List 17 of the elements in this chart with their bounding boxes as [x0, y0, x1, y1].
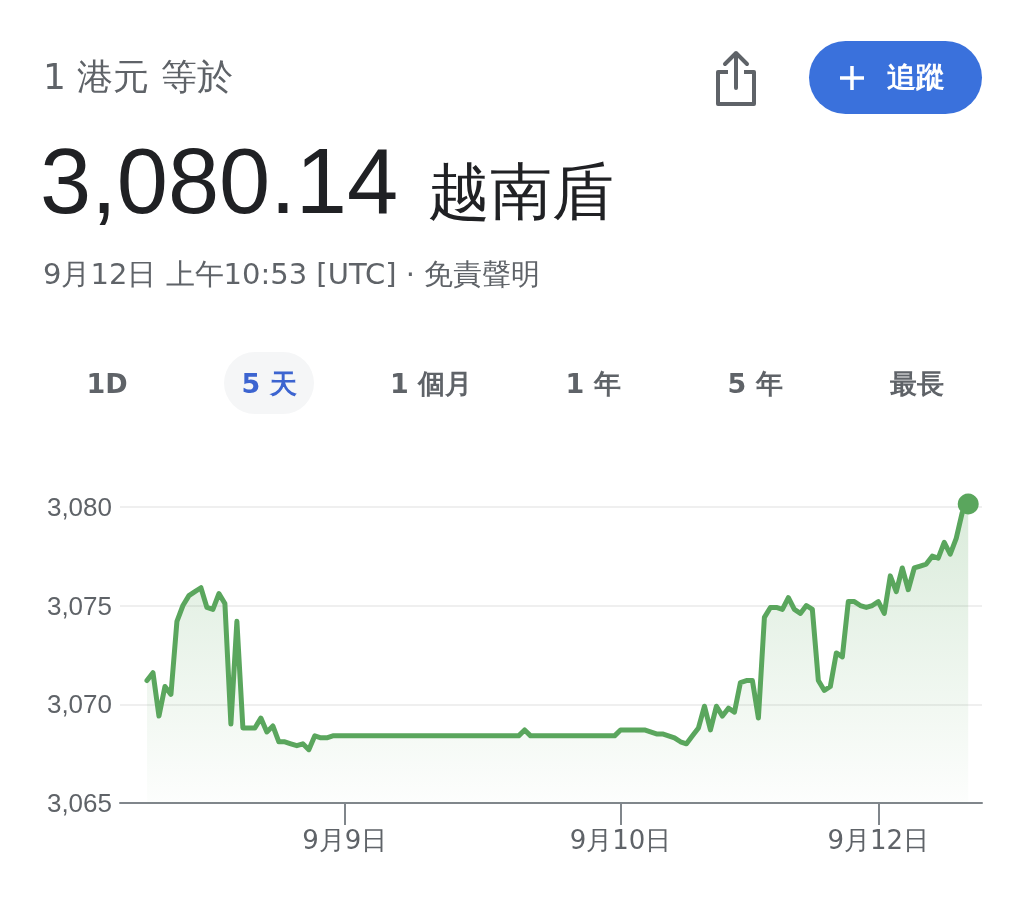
y-tick-label: 3,070 — [46, 689, 112, 720]
button: 追蹤 — [809, 41, 982, 114]
x-tick-label: 9月9日 — [302, 825, 388, 855]
x-tick-label: 9月10日 — [569, 825, 672, 855]
x-tick-label: 9月12日 — [827, 825, 930, 855]
text: 5 天 — [241, 367, 297, 401]
text: 1 年 — [565, 367, 621, 401]
y-tick-label: 3,065 — [46, 788, 112, 818]
y-tick-label: 3,080 — [46, 491, 112, 522]
text: 1 個月 — [389, 367, 473, 401]
text: 9月12日 上午10:53 [UTC] · 免責聲明 — [43, 256, 541, 293]
y-tick-label: 3,075 — [46, 590, 112, 621]
chart-title: 1 港元 等於 — [43, 55, 233, 99]
text: 最長 — [890, 367, 944, 401]
text: 1D — [86, 367, 128, 401]
text: 5 年 — [727, 367, 783, 401]
chart-subtitle: 3,080.14 越南盾 — [40, 130, 615, 232]
